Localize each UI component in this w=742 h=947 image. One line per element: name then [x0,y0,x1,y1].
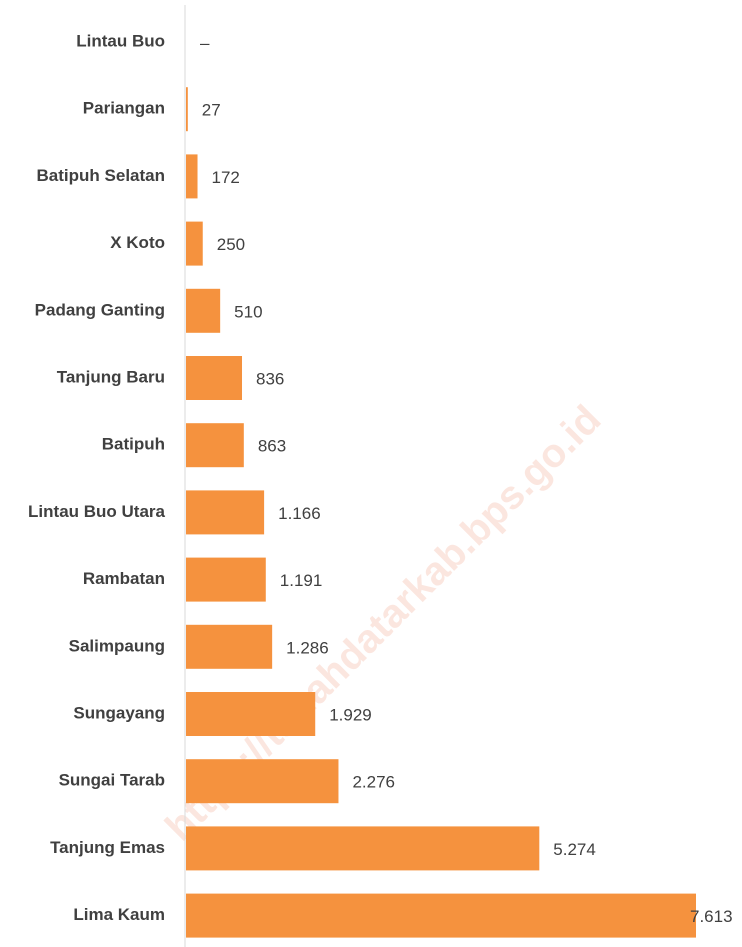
category-label: Tanjung Emas [50,838,165,857]
category-label: Batipuh [102,435,165,454]
value-label: 172 [212,168,240,187]
category-label: Tanjung Baru [57,367,165,386]
bar [186,893,696,938]
value-label: 1.191 [280,571,323,590]
category-label: Lintau Buo [76,31,165,50]
value-label: 250 [217,235,245,254]
value-label: 863 [258,437,286,456]
bar [186,692,316,736]
value-label: 5.274 [553,840,596,859]
value-label: 1.286 [286,638,329,657]
value-label: 836 [256,369,284,388]
bar [186,624,273,669]
bar [186,557,266,602]
category-label: Salimpaung [69,636,165,655]
value-label: 510 [234,302,262,321]
bar [186,356,243,400]
category-label: X Koto [110,233,165,252]
bar [186,423,244,468]
category-label: Pariangan [83,99,165,118]
bar [186,826,540,871]
value-label: 27 [202,101,221,120]
value-label: 1.929 [329,705,372,724]
bar [186,490,265,535]
category-label: Rambatan [83,569,165,588]
value-label: 1.166 [278,504,321,523]
value-label: – [200,33,210,52]
bar [186,288,221,333]
category-label: Sungayang [73,703,165,722]
bar [186,221,203,266]
category-label: Lintau Buo Utara [28,502,165,521]
category-label: Padang Ganting [35,300,165,319]
bar [186,87,188,132]
value-label: 7.613 [690,907,733,926]
value-label: 2.276 [352,773,395,792]
category-label: Sungai Tarab [59,771,165,790]
category-label: Lima Kaum [73,905,165,924]
bar [186,154,198,199]
bar [186,759,339,804]
category-label: Batipuh Selatan [37,166,165,185]
